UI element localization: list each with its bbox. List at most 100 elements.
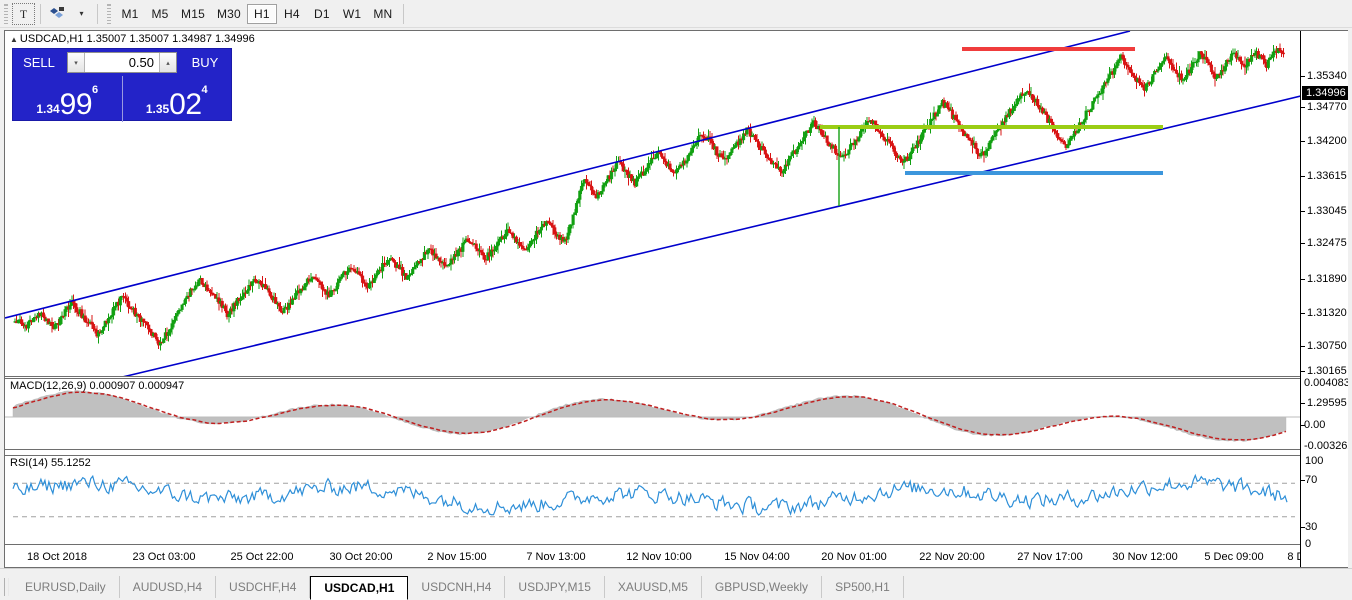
buy-button[interactable]: BUY [179, 49, 231, 76]
timeframe-h4[interactable]: H4 [284, 6, 300, 21]
price-axis-tick [1301, 243, 1305, 244]
price-axis-label: 1.34770 [1307, 101, 1347, 113]
timeframe-w1[interactable]: W1 [342, 6, 362, 21]
bid-prefix: 1.34 [36, 102, 60, 116]
trade-panel-quotes: 1.34 99 6 1.35 02 4 [13, 76, 231, 122]
volume-increase-button[interactable]: ▴ [159, 53, 176, 72]
chart-tab-eurusd-daily[interactable]: EURUSD,Daily [12, 576, 120, 598]
rsi-axis-tick [1301, 527, 1305, 528]
price-axis-tick [1301, 279, 1305, 280]
timeframe-m15[interactable]: M15 [181, 6, 205, 21]
volume-stepper[interactable]: ▾ 0.50 ▴ [67, 52, 177, 73]
macd-axis-tick [1301, 425, 1305, 426]
time-axis-label: 5 Dec 09:00 [1204, 551, 1264, 563]
toolbar-divider-3 [403, 3, 405, 24]
drawn-objects-group [5, 31, 1300, 376]
chart-tab-bar: EURUSD,Daily AUDUSD,H4 USDCHF,H4 USDCAD,H1 U… [0, 568, 1352, 600]
price-axis-tick [1301, 107, 1305, 108]
bid-quote[interactable]: 1.34 99 6 [13, 76, 122, 122]
rsi-pane[interactable]: RSI(14) 55.1252 [5, 455, 1300, 545]
price-axis-label: 1.31320 [1307, 307, 1347, 319]
price-pane-separator [5, 376, 1300, 377]
price-axis-label: 1.33045 [1307, 205, 1347, 217]
price-axis-tick [1301, 176, 1305, 177]
price-axis-label: 1.31890 [1307, 273, 1347, 285]
price-axis-tick [1301, 141, 1305, 142]
chart-toolbar: T ▾ M1 M5 M15 M30 H1 H4 D1 W1 MN [0, 0, 1352, 28]
text-tool-button[interactable]: T [12, 2, 35, 25]
price-axis-label: 1.35340 [1307, 70, 1347, 82]
toolbar-grip[interactable] [3, 2, 10, 25]
price-axis-tick [1301, 76, 1305, 77]
timeframe-group-grip[interactable] [106, 2, 113, 25]
channel-upper-trendline [5, 31, 1131, 319]
chart-tab-gbpusd-weekly[interactable]: GBPUSD,Weekly [702, 576, 823, 598]
tabbar-grip[interactable] [4, 578, 9, 596]
time-axis-label: 20 Nov 01:00 [821, 551, 887, 563]
time-axis-label: 22 Nov 20:00 [919, 551, 985, 563]
timeframe-h1[interactable]: H1 [246, 3, 277, 24]
ask-pips: 02 [169, 88, 202, 121]
chart-tab-usdchf-h4[interactable]: USDCHF,H4 [216, 576, 311, 598]
time-axis-label: 25 Oct 22:00 [230, 551, 294, 563]
price-axis-label: 1.30165 [1307, 365, 1347, 377]
chart-tab-audusd-h4[interactable]: AUDUSD,H4 [120, 576, 217, 598]
ask-fraction: 4 [201, 84, 208, 96]
channel-lower-trendline [123, 95, 1300, 376]
objects-button[interactable] [46, 3, 69, 25]
toolbar-divider-2 [97, 3, 98, 24]
trade-panel-top-row: SELL ▾ 0.50 ▴ BUY [13, 49, 231, 76]
macd-pane[interactable]: MACD(12,26,9) 0.000907 0.000947 [5, 378, 1300, 450]
time-axis[interactable]: 18 Oct 2018 23 Oct 03:00 25 Oct 22:00 30 Oc… [5, 547, 1300, 567]
price-axis-tick [1301, 346, 1305, 347]
bid-pips: 99 [59, 88, 93, 121]
timeframe-d1[interactable]: D1 [314, 6, 330, 21]
price-axis-label: 1.32475 [1307, 237, 1347, 249]
price-axis[interactable]: 1.35340 1.34770 1.34200 1.33615 1.33045 1.324… [1300, 31, 1348, 567]
chart-tab-usdjpy-m15[interactable]: USDJPY,M15 [505, 576, 605, 598]
timeframe-m1[interactable]: M1 [121, 6, 139, 21]
price-axis-label: 1.33615 [1307, 170, 1347, 182]
chart-tab-usdcad-h1[interactable]: USDCAD,H1 [310, 576, 409, 600]
one-click-trading-panel[interactable]: SELL ▾ 0.50 ▴ BUY 1.34 99 6 1.35 02 4 [12, 48, 232, 122]
rsi-line [12, 473, 1288, 516]
time-axis-label: 27 Nov 17:00 [1017, 551, 1083, 563]
ask-quote[interactable]: 1.35 02 4 [121, 76, 232, 122]
volume-input[interactable]: 0.50 [85, 53, 159, 72]
shapes-icon [50, 7, 65, 20]
toolbar-divider-1 [40, 3, 41, 24]
macd-signal-line [12, 391, 1287, 441]
time-axis-label: 7 Nov 13:00 [526, 551, 586, 563]
chart-tab-xauusd-m5[interactable]: XAUUSD,M5 [605, 576, 702, 598]
sell-button[interactable]: SELL [13, 49, 65, 76]
time-axis-label: 30 Oct 20:00 [329, 551, 393, 563]
price-candlestick-plot [5, 31, 1300, 376]
current-price-label: 1.34996 [1302, 86, 1348, 100]
time-axis-label: 2 Nov 15:00 [427, 551, 487, 563]
bid-fraction: 6 [92, 84, 99, 96]
macd-axis-label: -0.003262 [1304, 440, 1348, 452]
time-axis-label: 23 Oct 03:00 [132, 551, 196, 563]
macd-axis-label: 0.004083 [1304, 377, 1348, 389]
timeframe-mn[interactable]: MN [373, 6, 393, 21]
objects-dropdown-button[interactable]: ▾ [69, 3, 92, 25]
chart-window[interactable]: ▲ USDCAD,H1 1.35007 1.35007 1.34987 1.349… [4, 30, 1348, 568]
price-axis-label: 1.34200 [1307, 135, 1347, 147]
time-axis-label: 12 Nov 10:00 [626, 551, 692, 563]
time-axis-label: 30 Nov 12:00 [1112, 551, 1178, 563]
macd-plot [5, 390, 1300, 442]
timeframe-m30[interactable]: M30 [216, 6, 241, 21]
chart-tab-sp500-h1[interactable]: SP500,H1 [822, 576, 904, 598]
macd-histogram [12, 390, 1287, 442]
chevron-down-icon: ▾ [79, 9, 84, 18]
price-axis-label: 1.29595 [1307, 397, 1347, 409]
chart-tab-usdcnh-h4[interactable]: USDCNH,H4 [408, 576, 506, 598]
text-tool-label: T [19, 6, 28, 21]
volume-decrease-button[interactable]: ▾ [68, 53, 85, 72]
rsi-axis-label: 70 [1305, 474, 1318, 486]
time-axis-label: 18 Oct 2018 [27, 551, 87, 563]
candle-group [13, 43, 1285, 351]
timeframe-m5[interactable]: M5 [151, 6, 169, 21]
ask-prefix: 1.35 [145, 102, 170, 116]
